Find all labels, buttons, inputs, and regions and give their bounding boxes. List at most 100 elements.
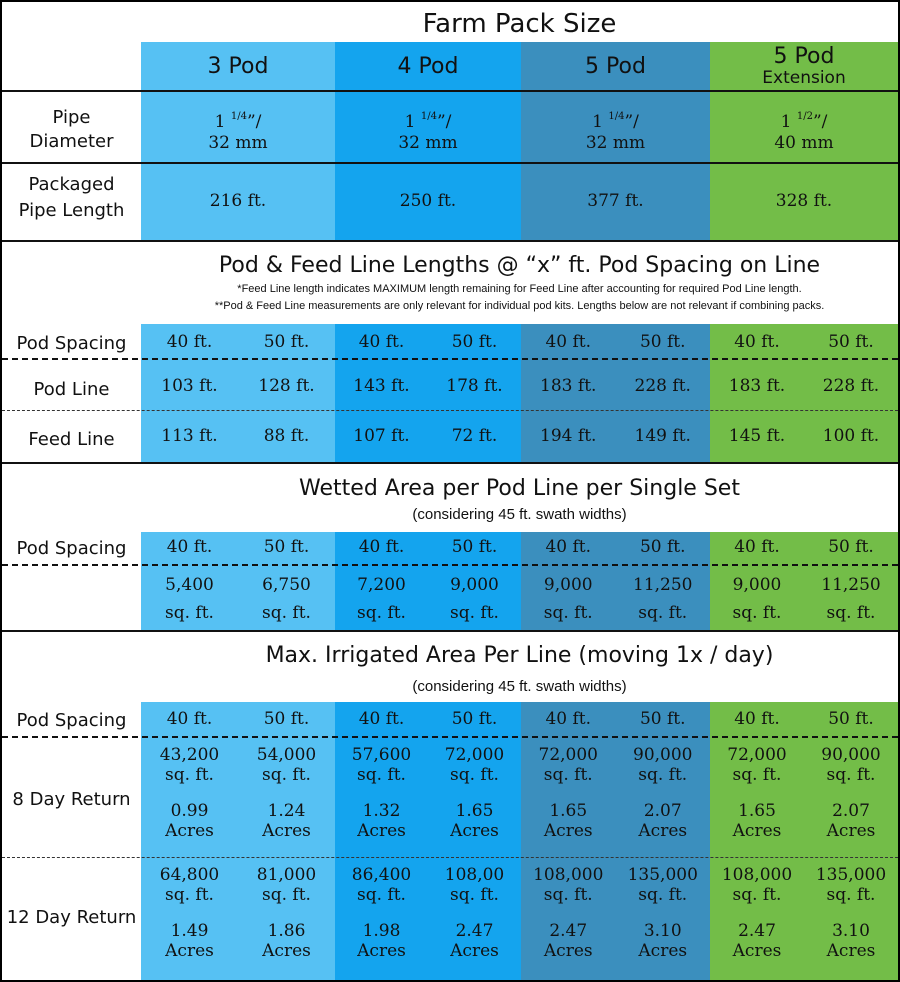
day8-sqft-unit-7: sq. ft. xyxy=(732,765,782,785)
pod-line-label: Pod Line xyxy=(33,379,110,400)
pod-spacing-label-3: Pod Spacing xyxy=(16,710,127,731)
day12-acres-unit-5: Acres xyxy=(543,941,593,961)
wetted-unit-3: sq. ft. xyxy=(357,603,406,623)
pod-spacing-2-1: 40 ft. xyxy=(166,537,213,557)
feed-line-8: 100 ft. xyxy=(822,426,880,446)
wetted-unit-2: sq. ft. xyxy=(262,603,311,623)
pod-line-6: 228 ft. xyxy=(634,376,691,396)
pipe-diameter-label-1: Pipe xyxy=(52,107,91,128)
pipe-inch-fraction: 1/4 xyxy=(230,111,247,122)
pipe-length-bg-3 xyxy=(521,164,710,240)
day8-acres-4: 1.65 xyxy=(455,801,494,821)
day8-acres-5: 1.65 xyxy=(549,801,588,821)
dot-1 xyxy=(2,410,898,411)
day8-sqft-5: 72,000 xyxy=(538,745,598,765)
feed-line-7: 145 ft. xyxy=(728,426,786,446)
wetted-subtitle: (considering 45 ft. swath widths) xyxy=(412,506,627,523)
day8-sqft-1: 43,200 xyxy=(159,745,220,765)
dash-3 xyxy=(2,736,898,738)
day12-sqft-unit-3: sq. ft. xyxy=(357,885,406,905)
pod-feed-note-2: **Pod & Feed Line measurements are only … xyxy=(214,300,825,312)
pipe-diameter-label-2: Diameter xyxy=(29,131,114,152)
pod-spacing-3-7: 40 ft. xyxy=(734,709,780,729)
day12-acres-1: 1.49 xyxy=(170,921,209,941)
pipe-inch-whole: 1 xyxy=(780,112,792,132)
pod-spacing-1-8: 50 ft. xyxy=(828,332,874,352)
pack-header-bg-2 xyxy=(335,42,521,90)
wetted-area-1: 5,400 xyxy=(165,575,214,595)
day12-acres-unit-7: Acres xyxy=(732,941,782,961)
feed-line-2: 88 ft. xyxy=(263,426,310,446)
day12-acres-2: 1.86 xyxy=(267,921,306,941)
pipe-inch-mark: ”/ xyxy=(246,112,262,132)
feed-line-1: 113 ft. xyxy=(161,426,218,446)
pipe-inch-fraction: 1/4 xyxy=(420,111,437,122)
day12-sqft-3: 86,400 xyxy=(351,865,412,885)
day12-sqft-unit-1: sq. ft. xyxy=(165,885,214,905)
day8-sqft-2: 54,000 xyxy=(256,745,317,765)
pod-spacing-label-2: Pod Spacing xyxy=(16,538,127,559)
feed-line-5: 194 ft. xyxy=(540,426,597,446)
day12-sqft-unit-5: sq. ft. xyxy=(543,885,593,905)
pipe-diameter-bg-2 xyxy=(335,92,521,162)
day12-acres-5: 2.47 xyxy=(549,921,588,941)
wetted-unit-5: sq. ft. xyxy=(543,603,593,623)
pipe-length-bg-4 xyxy=(710,164,898,240)
wetted-area-2: 6,750 xyxy=(262,575,311,595)
day8-acres-unit-3: Acres xyxy=(357,821,406,841)
pod-spacing-2-4: 50 ft. xyxy=(451,537,498,557)
wetted-area-3: 7,200 xyxy=(357,575,406,595)
day8-acres-1: 0.99 xyxy=(170,801,209,821)
day8-acres-8: 2.07 xyxy=(832,801,870,821)
pod-line-4: 178 ft. xyxy=(446,376,503,396)
day8-acres-2: 1.24 xyxy=(267,801,306,821)
day12-acres-unit-4: Acres xyxy=(450,941,499,961)
day8-sqft-8: 90,000 xyxy=(821,745,881,765)
pipe-diameter-inch-1: 1 1/4”/ xyxy=(141,104,335,132)
pack-name-2: 4 Pod xyxy=(397,54,459,79)
pod-feed-title: Pod & Feed Line Lengths @ “x” ft. Pod Sp… xyxy=(218,253,821,278)
day8-label: 8 Day Return xyxy=(12,789,131,810)
irrigated-title: Max. Irrigated Area Per Line (moving 1x … xyxy=(265,643,774,668)
wetted-area-8: 11,250 xyxy=(821,575,881,595)
pod-spacing-3-2: 50 ft. xyxy=(263,709,310,729)
pack-header-bg-4 xyxy=(710,42,898,90)
pack-name-4: 5 Pod xyxy=(773,44,835,69)
dash-2 xyxy=(2,564,898,566)
pipe-diameter-bg-1 xyxy=(141,92,335,162)
day12-acres-unit-1: Acres xyxy=(165,941,214,961)
day8-acres-unit-1: Acres xyxy=(165,821,214,841)
pipe-diameter-mm-1: 32 mm xyxy=(208,133,268,153)
day12-acres-unit-8: Acres xyxy=(826,941,876,961)
pod-spacing-1-3: 40 ft. xyxy=(358,332,405,352)
pod-spacing-1-4: 50 ft. xyxy=(451,332,498,352)
day12-sqft-7: 108,000 xyxy=(721,865,793,885)
day8-acres-unit-2: Acres xyxy=(262,821,311,841)
day8-acres-unit-5: Acres xyxy=(543,821,593,841)
day12-acres-unit-6: Acres xyxy=(638,941,688,961)
pipe-inch-mark: ”/ xyxy=(812,112,828,132)
day12-sqft-unit-8: sq. ft. xyxy=(826,885,876,905)
pod-spacing-3-3: 40 ft. xyxy=(358,709,405,729)
feed-line-6: 149 ft. xyxy=(634,426,691,446)
packaged-label-1: Packaged xyxy=(28,174,115,195)
irrigated-bg-2 xyxy=(335,702,521,980)
pod-spacing-3-6: 50 ft. xyxy=(639,709,686,729)
day12-sqft-5: 108,000 xyxy=(533,865,604,885)
pipe-length-bg-1 xyxy=(141,164,335,240)
wetted-area-7: 9,000 xyxy=(732,575,782,595)
day8-sqft-4: 72,000 xyxy=(444,745,505,765)
day8-acres-7: 1.65 xyxy=(738,801,776,821)
wetted-area-6: 11,250 xyxy=(633,575,693,595)
pipe-diameter-mm-4: 40 mm xyxy=(774,133,834,153)
wetted-area-4: 9,000 xyxy=(450,575,499,595)
day12-acres-unit-3: Acres xyxy=(357,941,406,961)
wetted-bg-1 xyxy=(141,532,335,630)
feed-line-4: 72 ft. xyxy=(451,426,498,446)
pod-spacing-3-8: 50 ft. xyxy=(828,709,874,729)
day8-acres-unit-4: Acres xyxy=(450,821,499,841)
pipe-diameter-inch-3: 1 1/4”/ xyxy=(521,104,710,132)
pod-line-3: 143 ft. xyxy=(353,376,410,396)
pod-spacing-2-8: 50 ft. xyxy=(828,537,874,557)
